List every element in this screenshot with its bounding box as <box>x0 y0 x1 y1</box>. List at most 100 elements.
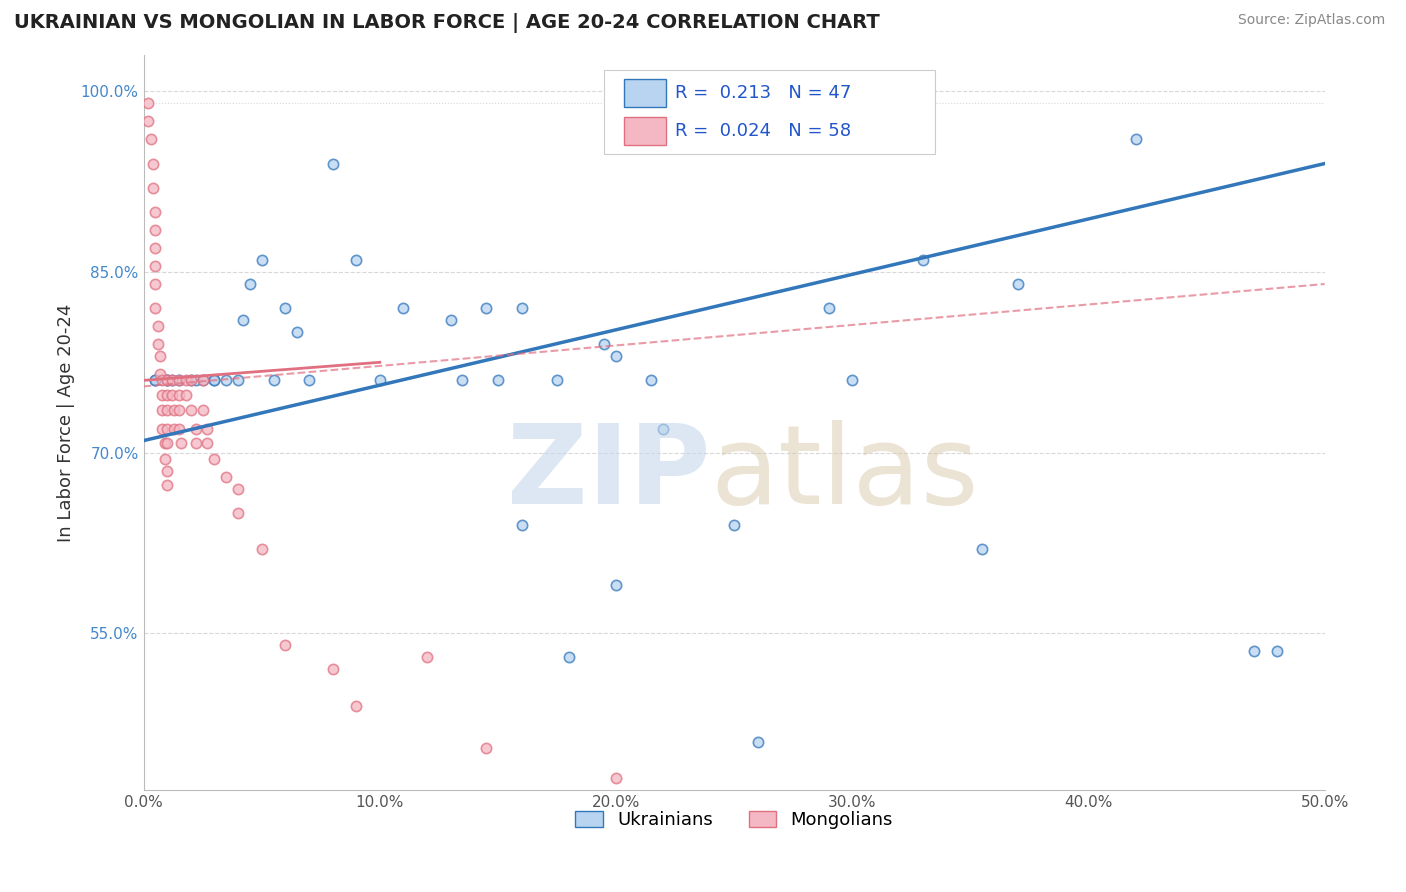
Ukrainians <box>640 373 662 387</box>
Mongolians <box>605 771 627 785</box>
Text: Source: ZipAtlas.com: Source: ZipAtlas.com <box>1237 13 1385 28</box>
Ukrainians <box>156 373 179 387</box>
Mongolians <box>136 96 159 111</box>
Mongolians <box>174 373 197 387</box>
Ukrainians <box>510 517 533 532</box>
Ukrainians <box>160 373 183 387</box>
Mongolians <box>195 436 218 450</box>
Mongolians <box>416 650 439 665</box>
Ukrainians <box>1007 277 1029 291</box>
Mongolians <box>145 241 167 255</box>
Ukrainians <box>1243 644 1265 658</box>
Mongolians <box>163 403 186 417</box>
Ukrainians <box>1267 644 1289 658</box>
Mongolians <box>156 388 179 402</box>
Mongolians <box>145 259 167 273</box>
Mongolians <box>180 403 202 417</box>
Ukrainians <box>204 373 226 387</box>
Ukrainians <box>747 735 769 749</box>
Bar <box>624 118 665 145</box>
Text: R =  0.213   N = 47: R = 0.213 N = 47 <box>675 84 852 102</box>
Ukrainians <box>184 373 207 387</box>
Text: R =  0.024   N = 58: R = 0.024 N = 58 <box>675 122 851 140</box>
Ukrainians <box>451 373 474 387</box>
Ukrainians <box>156 373 179 387</box>
Ukrainians <box>972 541 994 556</box>
Mongolians <box>146 319 169 334</box>
Mongolians <box>167 373 190 387</box>
Mongolians <box>142 156 165 170</box>
Ukrainians <box>226 373 249 387</box>
Mongolians <box>152 403 174 417</box>
Mongolians <box>204 451 226 466</box>
Ukrainians <box>912 252 935 267</box>
Mongolians <box>191 403 214 417</box>
Mongolians <box>274 639 297 653</box>
Ukrainians <box>593 337 616 351</box>
Mongolians <box>145 277 167 291</box>
Mongolians <box>226 506 249 520</box>
Mongolians <box>156 421 179 435</box>
Mongolians <box>156 436 179 450</box>
Mongolians <box>145 204 167 219</box>
Mongolians <box>149 368 172 382</box>
Mongolians <box>145 301 167 315</box>
Mongolians <box>167 403 190 417</box>
Ukrainians <box>440 313 463 327</box>
Ukrainians <box>274 301 297 315</box>
Ukrainians <box>180 373 202 387</box>
Mongolians <box>153 436 176 450</box>
Mongolians <box>163 421 186 435</box>
Ukrainians <box>298 373 321 387</box>
Mongolians <box>146 337 169 351</box>
Ukrainians <box>1125 132 1147 146</box>
Ukrainians <box>817 301 839 315</box>
Ukrainians <box>546 373 568 387</box>
Mongolians <box>195 421 218 435</box>
Mongolians <box>475 740 498 755</box>
Mongolians <box>180 373 202 387</box>
Ukrainians <box>723 517 745 532</box>
Ukrainians <box>167 373 190 387</box>
Ukrainians <box>250 252 273 267</box>
Mongolians <box>174 388 197 402</box>
Ukrainians <box>215 373 238 387</box>
Ukrainians <box>145 373 167 387</box>
Ukrainians <box>605 349 627 363</box>
Mongolians <box>149 349 172 363</box>
Text: UKRAINIAN VS MONGOLIAN IN LABOR FORCE | AGE 20-24 CORRELATION CHART: UKRAINIAN VS MONGOLIAN IN LABOR FORCE | … <box>14 13 880 33</box>
Mongolians <box>152 388 174 402</box>
Ukrainians <box>285 325 308 339</box>
Mongolians <box>184 421 207 435</box>
Mongolians <box>156 478 179 492</box>
Ukrainians <box>263 373 285 387</box>
Ukrainians <box>145 373 167 387</box>
Mongolians <box>250 541 273 556</box>
Ukrainians <box>475 301 498 315</box>
Mongolians <box>170 436 193 450</box>
Mongolians <box>136 114 159 128</box>
Mongolians <box>156 403 179 417</box>
Mongolians <box>160 388 183 402</box>
Mongolians <box>156 373 179 387</box>
Ukrainians <box>486 373 509 387</box>
Mongolians <box>215 469 238 483</box>
Mongolians <box>226 482 249 496</box>
Mongolians <box>139 132 162 146</box>
Ukrainians <box>510 301 533 315</box>
Ukrainians <box>204 373 226 387</box>
Ukrainians <box>191 373 214 387</box>
Ukrainians <box>239 277 262 291</box>
Ukrainians <box>605 578 627 592</box>
Mongolians <box>152 373 174 387</box>
Mongolians <box>152 421 174 435</box>
Mongolians <box>167 421 190 435</box>
Text: ZIP: ZIP <box>508 420 710 527</box>
Mongolians <box>344 698 367 713</box>
Mongolians <box>160 373 183 387</box>
Mongolians <box>142 180 165 194</box>
Ukrainians <box>344 252 367 267</box>
Ukrainians <box>232 313 254 327</box>
Ukrainians <box>841 373 863 387</box>
FancyBboxPatch shape <box>605 70 935 154</box>
